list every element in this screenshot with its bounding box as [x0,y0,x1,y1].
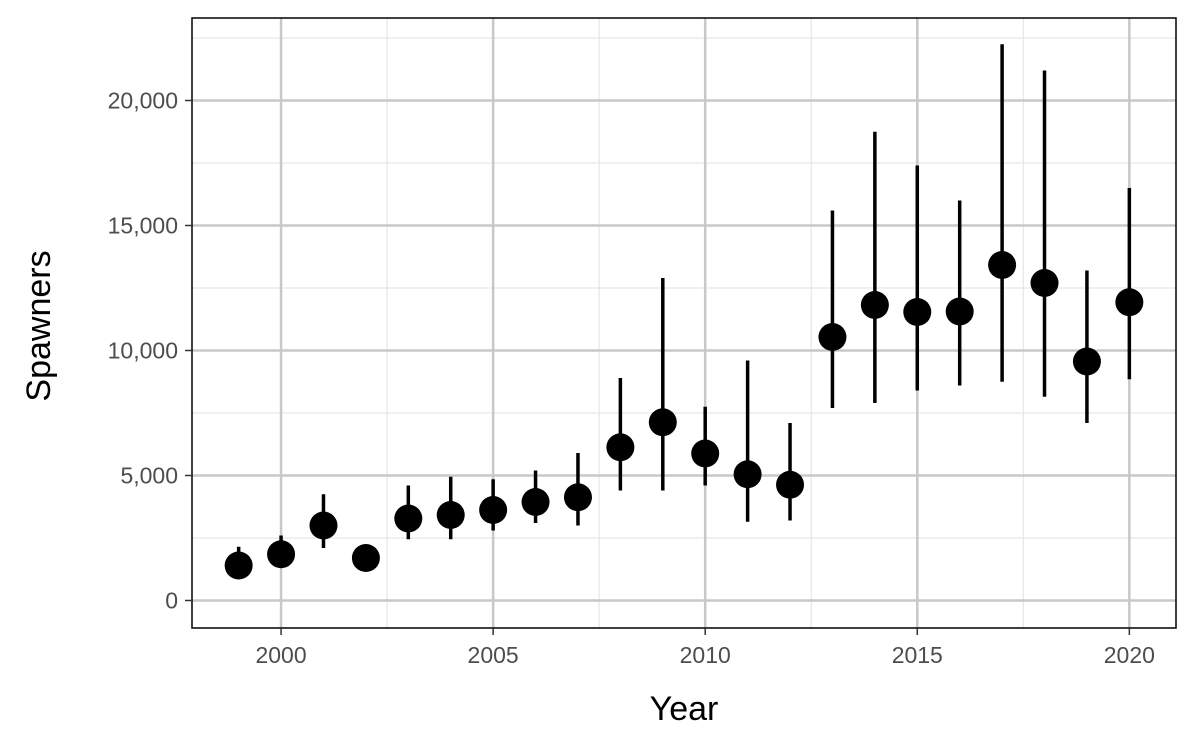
data-point [988,251,1017,279]
y-tick-label: 5,000 [120,463,178,489]
y-tick-label: 15,000 [108,213,178,239]
x-tick-label: 2000 [255,642,306,668]
data-point [521,488,550,516]
data-point [224,551,253,580]
data-point [818,323,847,351]
data-point [860,291,889,319]
data-point [267,540,296,569]
data-point [945,297,974,326]
x-axis-title: Year [650,690,719,728]
data-point [1115,288,1144,317]
y-tick-label: 20,000 [108,88,178,114]
data-point [1030,269,1059,297]
data-point [563,483,592,512]
y-axis-title: Spawners [20,250,58,401]
data-point [691,439,720,468]
y-tick-label: 10,000 [108,338,178,364]
minor-gridlines [192,18,1176,628]
data-point [394,504,423,533]
y-axis: 0 5,000 10,000 15,000 20,000 [108,88,192,614]
data-point [479,496,508,524]
y-tick-label: 0 [165,588,178,614]
data-points [224,251,1144,580]
data-point [733,460,762,489]
x-tick-label: 2015 [892,642,943,668]
data-point [351,544,380,572]
data-point [776,470,805,499]
data-point [309,511,338,540]
data-point [606,433,635,462]
data-point [903,298,932,326]
panel-border [191,17,1177,629]
x-tick-label: 2020 [1104,642,1155,668]
x-axis: 2000 2005 2010 2015 2020 [255,628,1155,668]
x-tick-label: 2005 [468,642,519,668]
data-point [648,408,677,437]
x-tick-label: 2010 [680,642,731,668]
data-point [1072,347,1101,376]
data-point [436,501,465,529]
